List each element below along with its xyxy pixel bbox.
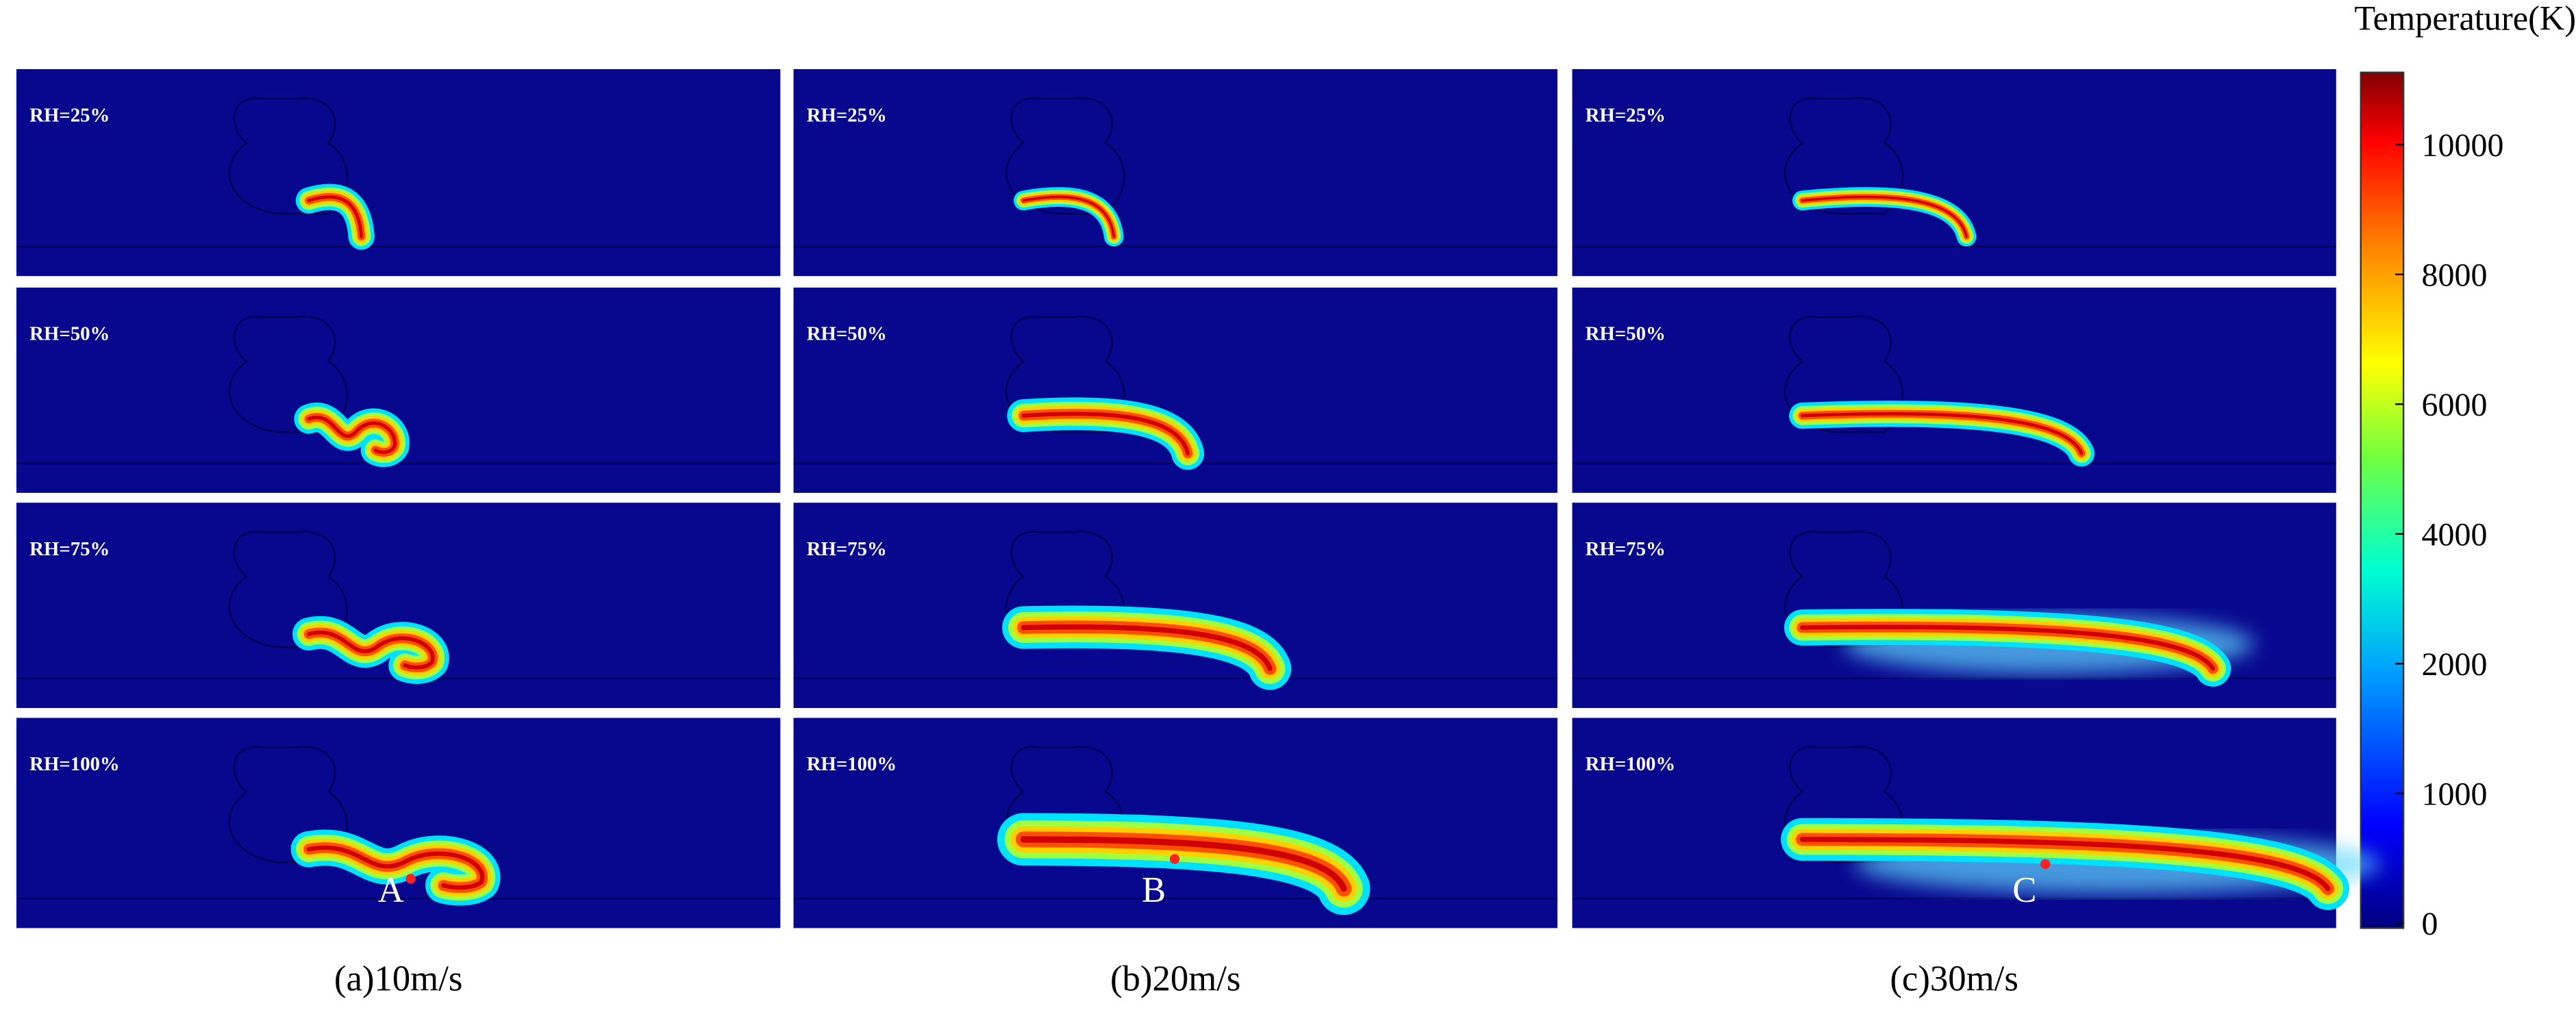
contour-panel: RH=50% (16, 287, 781, 493)
probe-point (1169, 854, 1180, 864)
plume (1021, 624, 1273, 672)
contour-panel: RH=25% (16, 68, 781, 277)
colorbar-tick-label: 4000 (2422, 517, 2488, 553)
plume (1800, 412, 2084, 455)
contour-panel: RH=50% (1572, 287, 2336, 493)
probe-point (405, 874, 416, 884)
plume (1021, 412, 1190, 456)
rh-label: RH=50% (29, 323, 110, 345)
contour-panel: RH=100% B (793, 718, 1558, 928)
contour-panel: RH=25% (1572, 68, 2336, 277)
probe-label: B (1142, 870, 1166, 910)
rh-label: RH=50% (1586, 323, 1666, 345)
contour-panel: RH=50% (793, 287, 1558, 493)
plume (1020, 836, 1347, 892)
colorbar (2360, 71, 2405, 929)
colorbar-tick-label: 2000 (2422, 646, 2488, 683)
plume (1799, 837, 2331, 891)
rh-label: RH=100% (807, 753, 897, 775)
panel-background (16, 718, 781, 928)
geometry-outline (228, 97, 348, 215)
contour-panel: RH=75% (16, 503, 781, 709)
plume (1800, 624, 2216, 671)
rh-label: RH=25% (1586, 105, 1666, 127)
plume (1801, 195, 1968, 238)
probe-point (2040, 859, 2051, 870)
geometry-outline (1784, 316, 1904, 433)
column-caption: (c)30m/s (1890, 959, 2018, 999)
geometry-outline (1005, 97, 1125, 215)
panel-background (1572, 68, 2336, 277)
panel-background (16, 68, 781, 277)
rh-label: RH=25% (807, 105, 887, 127)
colorbar-tick-label: 6000 (2422, 387, 2488, 423)
plume (307, 195, 363, 238)
rh-label: RH=75% (1586, 538, 1666, 560)
colorbar-title: Temperature(K) (2354, 0, 2576, 37)
panel-background (793, 503, 1558, 709)
panel-background (1572, 287, 2336, 493)
colorbar-tick-label: 10000 (2422, 127, 2504, 164)
panel-background (793, 68, 1558, 277)
geometry-outline (1784, 531, 1904, 648)
plume (307, 416, 397, 455)
column-caption: (a)10m/s (334, 959, 463, 999)
geometry-outline (228, 746, 348, 863)
rh-label: RH=100% (29, 753, 119, 775)
contour-panel: RH=75% (793, 503, 1558, 709)
colorbar-tick-label: 1000 (2422, 776, 2488, 813)
plume (306, 845, 485, 890)
geometry-outline (1784, 746, 1904, 863)
contour-panel: RH=100% A (16, 718, 781, 928)
geometry-outline (1005, 316, 1125, 433)
plume (1022, 195, 1115, 238)
rh-label: RH=50% (807, 323, 887, 345)
geometry-outline (1784, 97, 1904, 215)
rh-label: RH=75% (29, 538, 110, 560)
geometry-outline (228, 531, 348, 648)
colorbar-tick-label: 0 (2422, 906, 2438, 942)
probe-label: C (2012, 870, 2036, 910)
probe-label: A (378, 870, 404, 910)
rh-label: RH=25% (29, 105, 110, 127)
contour-panel: RH=100% C (1572, 718, 2381, 928)
contour-panel: RH=75% (1572, 503, 2336, 709)
plume (307, 631, 435, 670)
column-caption: (b)20m/s (1110, 959, 1240, 999)
geometry-outline (228, 316, 348, 433)
rh-label: RH=75% (807, 538, 887, 560)
colorbar-tick-label: 8000 (2422, 257, 2488, 294)
rh-label: RH=100% (1586, 753, 1675, 775)
contour-panel: RH=25% (793, 68, 1558, 277)
